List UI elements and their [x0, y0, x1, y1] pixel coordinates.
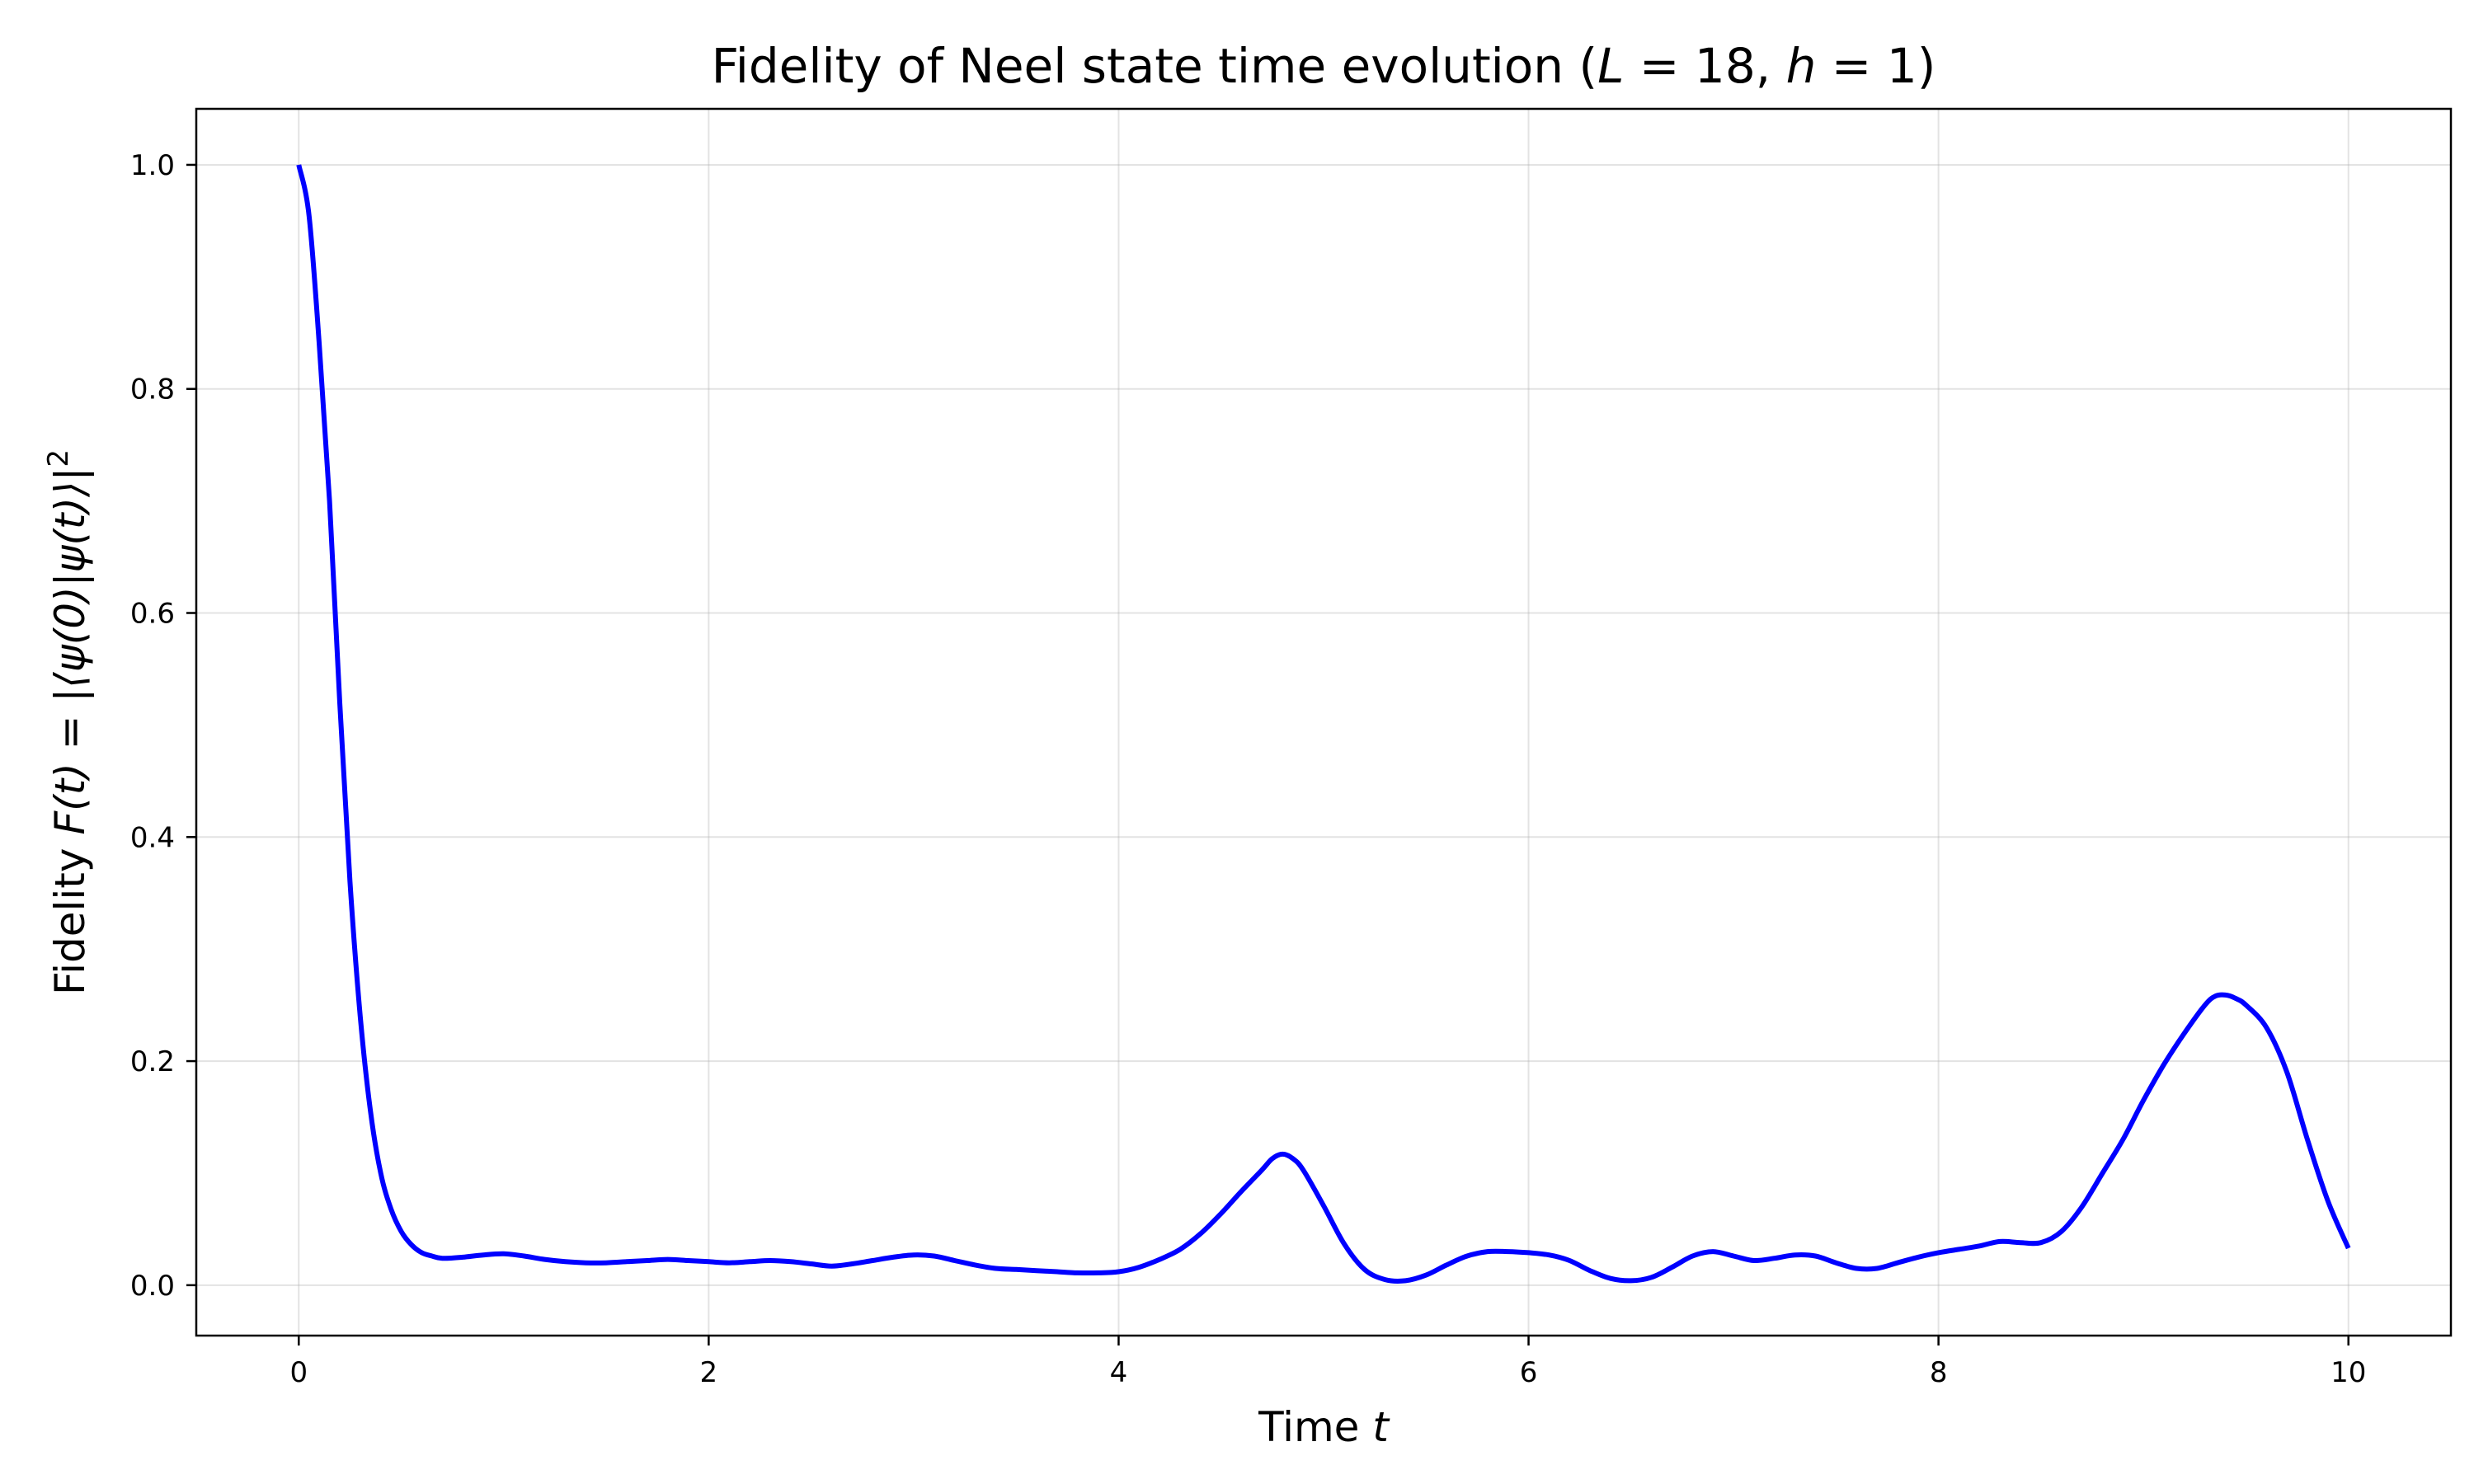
x-tick-label: 0 — [289, 1356, 308, 1389]
x-axis-label: Time t — [1258, 1403, 1390, 1451]
x-tick-label: 8 — [1930, 1356, 1948, 1389]
x-tick-label: 4 — [1110, 1356, 1128, 1389]
fidelity-line — [296, 164, 2351, 1284]
grid — [196, 109, 2451, 1336]
x-axis-label-math: t — [1372, 1403, 1390, 1451]
x-axis-label-text: Time — [1258, 1403, 1372, 1451]
title-math-l: L — [1597, 38, 1624, 94]
y-tick-label: 0.8 — [130, 373, 175, 406]
y-tick-label: 0.0 — [130, 1270, 175, 1303]
y-tick-label: 0.6 — [130, 598, 175, 631]
chart-title: Fidelity of Neel state time evolution (L… — [712, 38, 1936, 94]
series-layer — [296, 164, 2351, 1284]
plot-frame — [195, 107, 2453, 1337]
x-axis-ticks: 0 2 4 6 8 10 — [289, 1336, 2366, 1389]
title-eq1: = 18, — [1624, 38, 1785, 94]
y-tick-label: 0.2 — [130, 1045, 175, 1078]
title-math-h: h — [1786, 38, 1817, 94]
x-tick-label: 2 — [700, 1356, 718, 1389]
y-axis-label-text: Fidelity — [46, 835, 94, 995]
y-axis-label-math: F(t) = |⟨ψ(0)|ψ(t)⟩| — [46, 467, 94, 835]
y-tick-label: 0.4 — [130, 821, 175, 854]
y-tick-label: 1.0 — [130, 149, 175, 182]
title-eq2: = 1) — [1816, 38, 1935, 94]
title-prefix: Fidelity of Neel state time evolution ( — [712, 38, 1598, 94]
x-tick-label: 10 — [2331, 1356, 2366, 1389]
y-axis-ticks: 0.0 0.2 0.4 0.6 0.8 1.0 — [130, 149, 196, 1303]
y-axis-label: Fidelity F(t) = |⟨ψ(0)|ψ(t)⟩|2 — [42, 449, 94, 995]
y-axis-label-sup: 2 — [42, 449, 75, 467]
x-tick-label: 6 — [1520, 1356, 1538, 1389]
